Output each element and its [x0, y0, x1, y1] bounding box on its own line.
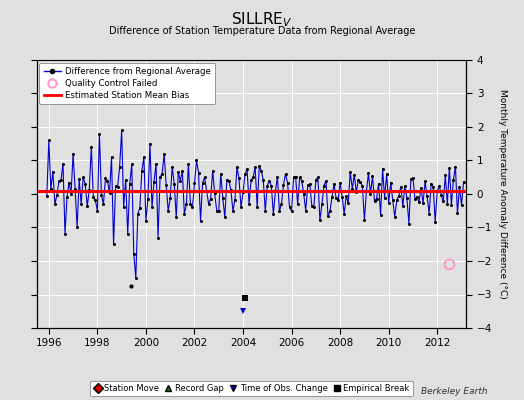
Text: Difference of Station Temperature Data from Regional Average: Difference of Station Temperature Data f… [109, 26, 415, 36]
Legend: Station Move, Record Gap, Time of Obs. Change, Empirical Break: Station Move, Record Gap, Time of Obs. C… [90, 380, 413, 396]
Y-axis label: Monthly Temperature Anomaly Difference (°C): Monthly Temperature Anomaly Difference (… [498, 89, 507, 299]
Text: SILLRE$_V$: SILLRE$_V$ [231, 10, 293, 29]
Text: Berkeley Earth: Berkeley Earth [421, 387, 487, 396]
